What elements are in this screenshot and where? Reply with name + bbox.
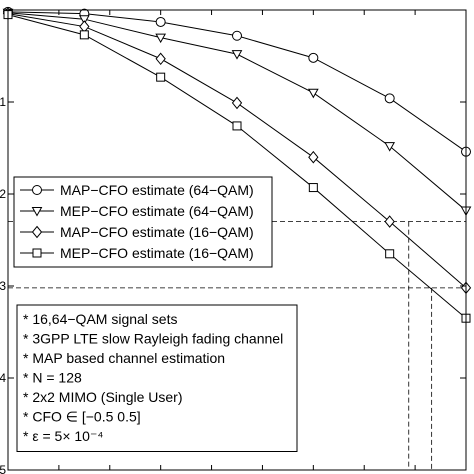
data-point [232, 30, 242, 41]
plot-frame [7, 9, 467, 471]
legend-marker [32, 248, 42, 258]
series-layer [2, 6, 472, 323]
annotation-line: * N = 128 [23, 370, 82, 386]
data-point [155, 52, 166, 66]
legend-label: MEP−CFO estimate (64−QAM) [60, 203, 254, 219]
legend-item-mep-cfo-estimate-16-qam: MEP−CFO estimate (16−QAM) [20, 245, 254, 261]
legend-marker [31, 225, 43, 239]
y-tick-label: 1 [0, 95, 6, 109]
legend-item-map-cfo-estimate-16-qam: MAP−CFO estimate (16−QAM) [20, 224, 254, 240]
legend-label: MEP−CFO estimate (16−QAM) [60, 245, 254, 261]
annotation-line: * CFO ∈ [−0.5 0.5] [23, 409, 141, 425]
annotation-line: * ε = 5× 10⁻⁴ [23, 428, 103, 444]
data-point [384, 93, 395, 104]
legend-marker [31, 207, 43, 217]
annotation-line: * 16,64−QAM signal sets [23, 311, 177, 327]
legend-item-mep-cfo-estimate-64-qam: MEP−CFO estimate (64−QAM) [20, 203, 254, 219]
data-point [78, 15, 90, 25]
data-point [156, 72, 166, 82]
data-point [385, 249, 395, 259]
data-point [308, 183, 318, 193]
legend-box [13, 176, 273, 268]
y-tick-label: 5 [0, 463, 6, 474]
data-point [308, 150, 319, 164]
legend-label: MAP−CFO estimate (64−QAM) [60, 182, 254, 198]
legend-marker [32, 185, 42, 195]
data-point [231, 50, 243, 60]
data-point [232, 121, 242, 131]
legend-item-map-cfo-estimate-64-qam: MAP−CFO estimate (64−QAM) [20, 182, 254, 198]
data-point [307, 88, 319, 99]
annotation-line: * 2x2 MIMO (Single User) [23, 389, 182, 405]
data-point [384, 142, 396, 152]
ticks: 1 2 3 4 5 [0, 9, 466, 474]
legend-label: MAP−CFO estimate (16−QAM) [60, 224, 254, 240]
series-map-cfo-estimate-64-qam [3, 6, 471, 157]
annotation-line: * 3GPP LTE slow Rayleigh fading channel [23, 331, 283, 347]
data-point [155, 16, 166, 27]
y-tick-label: 2 [0, 187, 6, 201]
data-point [231, 96, 243, 110]
data-point [384, 215, 395, 228]
annotation-box: * 16,64−QAM signal sets * 3GPP LTE slow R… [16, 304, 298, 452]
series-line [7, 14, 467, 319]
annotation-line: * MAP based channel estimation [23, 350, 225, 366]
data-point [79, 30, 89, 40]
data-point [308, 52, 319, 63]
data-point [155, 33, 167, 44]
legend: MAP−CFO estimate (64−QAM) MEP−CFO estimat… [13, 176, 273, 268]
annotation-box-frame [16, 304, 298, 452]
y-tick-label: 3 [0, 279, 6, 293]
y-tick-label: 4 [0, 371, 6, 385]
